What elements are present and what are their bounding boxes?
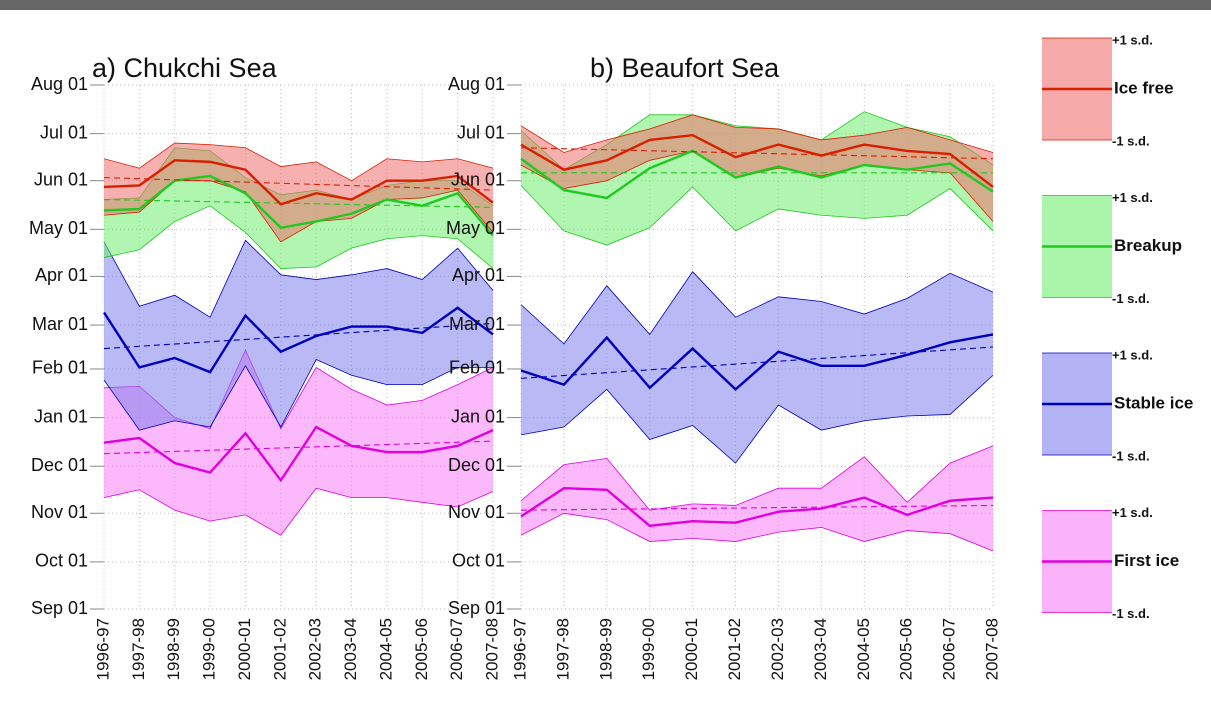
y-tick-label: May 01 [29,218,88,238]
legend-lower-label: -1 s.d. [1112,448,1150,463]
sd-band [104,143,493,242]
x-tick-label: 2002-03 [306,618,325,680]
upper-sd-line [103,239,494,318]
x-tick-label: 2005-06 [897,618,916,680]
sd-band [521,271,993,464]
x-tick-label: 2007-08 [982,618,1001,680]
x-tick-label: 2001-02 [270,618,289,680]
trend-line [520,504,994,511]
panel-title: b) Beaufort Sea [590,53,780,83]
legend-label: Breakup [1114,236,1182,255]
legend-label: Stable ice [1114,393,1193,412]
x-tick-label: 2001-02 [725,618,744,680]
lower-sd-line [520,512,994,552]
panel-title: a) Chukchi Sea [92,53,278,83]
y-tick-label: Aug 01 [31,74,88,94]
lower-sd-line [103,205,494,269]
mean-line [103,159,494,206]
y-tick-label: Jun 01 [451,169,505,189]
mean-line [103,174,494,237]
x-tick-label: 2005-06 [412,618,431,680]
trend-line [520,147,994,160]
legend-upper-label: +1 s.d. [1112,32,1153,47]
upper-sd-line [520,114,994,153]
x-tick-label: 2006-07 [447,618,466,680]
y-tick-label: Dec 01 [448,455,505,475]
y-tick-label: Jan 01 [34,406,88,426]
x-tick-label: 1999-00 [639,618,658,680]
legend-lower-label: -1 s.d. [1112,606,1150,621]
lower-sd-line [520,374,994,464]
y-tick-label: Jan 01 [451,406,505,426]
x-tick-label: 1998-99 [596,618,615,680]
y-tick-label: Nov 01 [31,502,88,522]
trend-line [103,177,494,191]
y-tick-label: May 01 [446,218,505,238]
y-tick-label: Feb 01 [32,358,88,378]
y-tick-label: Mar 01 [449,314,505,334]
x-tick-label: 1997-98 [553,618,572,680]
mean-line [520,133,994,188]
legend-lower-label: -1 s.d. [1112,291,1150,306]
mean-line [103,425,494,483]
x-tick-label: 1996-97 [93,618,112,680]
legend-upper-label: +1 s.d. [1112,505,1153,520]
legend-upper-label: +1 s.d. [1112,190,1153,205]
y-tick-label: Sep 01 [448,598,505,618]
lower-sd-line [520,185,994,246]
lower-sd-line [103,487,494,536]
legend-label: First ice [1114,551,1179,570]
y-tick-label: Apr 01 [35,265,88,285]
x-tick-label: 2003-04 [811,618,830,680]
y-tick-label: Oct 01 [452,551,505,571]
x-tick-label: 2004-05 [854,618,873,680]
upper-sd-line [520,271,994,345]
y-tick-label: Feb 01 [449,358,505,378]
y-tick-label: Jun 01 [34,169,88,189]
x-tick-label: 2000-01 [235,618,254,680]
y-tick-label: Nov 01 [448,502,505,522]
y-tick-label: Jul 01 [40,122,88,142]
x-tick-label: 2000-01 [682,618,701,680]
mean-line [520,333,994,391]
y-tick-label: Oct 01 [35,551,88,571]
sd-band [104,350,493,536]
legend-lower-label: -1 s.d. [1112,133,1150,148]
y-tick-label: Apr 01 [452,265,505,285]
trend-line [103,198,494,208]
upper-sd-line [520,445,994,511]
x-tick-label: 1996-97 [510,618,529,680]
x-tick-label: 2002-03 [768,618,787,680]
y-tick-label: Dec 01 [31,455,88,475]
y-tick-label: Mar 01 [32,314,88,334]
mean-line [520,149,994,200]
x-tick-label: 1998-99 [164,618,183,680]
mean-line [102,306,494,374]
x-tick-label: 2007-08 [482,618,501,680]
x-tick-label: 1997-98 [129,618,148,680]
sd-band [521,114,993,222]
x-tick-label: 2006-07 [940,618,959,680]
x-tick-label: 2003-04 [341,618,360,680]
top-bar [0,0,1211,10]
lower-sd-line [103,359,493,431]
legend-upper-label: +1 s.d. [1112,347,1153,362]
x-tick-label: 1999-00 [200,618,219,680]
mean-line [520,486,994,528]
upper-sd-line [103,142,494,182]
y-tick-label: Sep 01 [31,598,88,618]
trend-line [103,440,494,455]
sd-band [104,240,493,431]
y-tick-label: Aug 01 [448,74,505,94]
sd-band [521,445,993,551]
legend-label: Ice free [1114,78,1174,97]
y-tick-label: Jul 01 [457,122,505,142]
x-tick-label: 2004-05 [376,618,395,680]
